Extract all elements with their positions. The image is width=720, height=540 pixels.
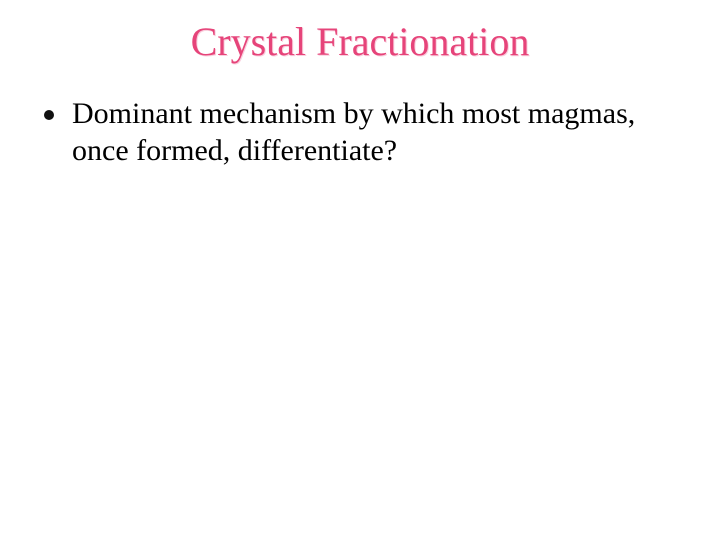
bullet-marker-icon <box>44 110 54 120</box>
slide: Crystal Fractionation Dominant mechanism… <box>0 0 720 540</box>
bullet-text: Dominant mechanism by which most magmas,… <box>72 96 652 169</box>
slide-title: Crystal Fractionation <box>0 18 720 65</box>
slide-body: Dominant mechanism by which most magmas,… <box>44 96 676 169</box>
bullet-item: Dominant mechanism by which most magmas,… <box>44 96 676 169</box>
